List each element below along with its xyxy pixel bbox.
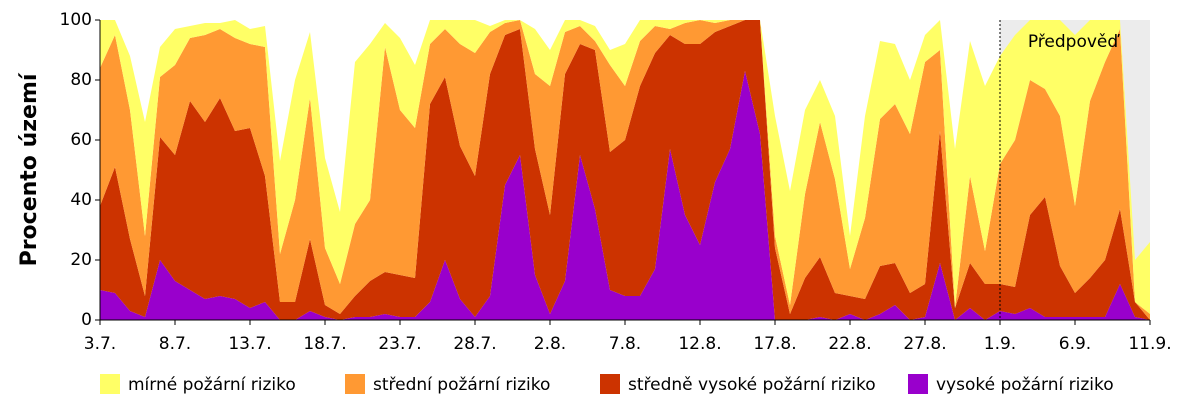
annotation: Předpověď [1028, 32, 1121, 52]
legend-swatch [100, 374, 120, 394]
y-tick-label: 40 [70, 190, 92, 210]
legend-swatch [908, 374, 928, 394]
x-tick-label: 11.9. [1128, 334, 1171, 354]
foreground-layer: Předpověď 0 20 40 60 80 100 3.7. 8.7. 13.7. 18.7. 2… [60, 10, 1172, 395]
x-tick-label: 8.7. [159, 334, 191, 354]
x-tick-label: 13.7. [228, 334, 271, 354]
y-tick-label: 20 [70, 250, 92, 270]
x-tick-label: 17.8. [753, 334, 796, 354]
x-tick-label: 7.8. [609, 334, 641, 354]
y-tick-label: 100 [60, 10, 92, 30]
x-tick-label: 28.7. [453, 334, 496, 354]
x-tick-label: 12.8. [678, 334, 721, 354]
x-tick-label: 6.9. [1059, 334, 1091, 354]
legend-swatch [600, 374, 620, 394]
x-tick-label: 18.7. [303, 334, 346, 354]
legend-label: mírné požární riziko [128, 375, 296, 395]
legend-label: vysoké požární riziko [936, 375, 1114, 395]
x-tick-label: 1.9. [984, 334, 1016, 354]
legend-label: středně vysoké požární riziko [628, 375, 876, 395]
y-tick-label: 80 [70, 70, 92, 90]
legend-swatch [345, 374, 365, 394]
area [100, 20, 1150, 320]
x-tick-label: 22.8. [828, 334, 871, 354]
x-tick-label: 23.7. [378, 334, 421, 354]
area [100, 20, 1150, 314]
x-tick-label: 3.7. [84, 334, 116, 354]
x-tick-label: 27.8. [903, 334, 946, 354]
x-tick-label: 2.8. [534, 334, 566, 354]
areas [100, 20, 1150, 320]
area [100, 20, 1150, 320]
y-tick-label: 60 [70, 130, 92, 150]
y-axis-title: Procento území [17, 72, 42, 266]
y-tick-label: 0 [81, 310, 92, 330]
legend-label: střední požární riziko [373, 375, 550, 395]
